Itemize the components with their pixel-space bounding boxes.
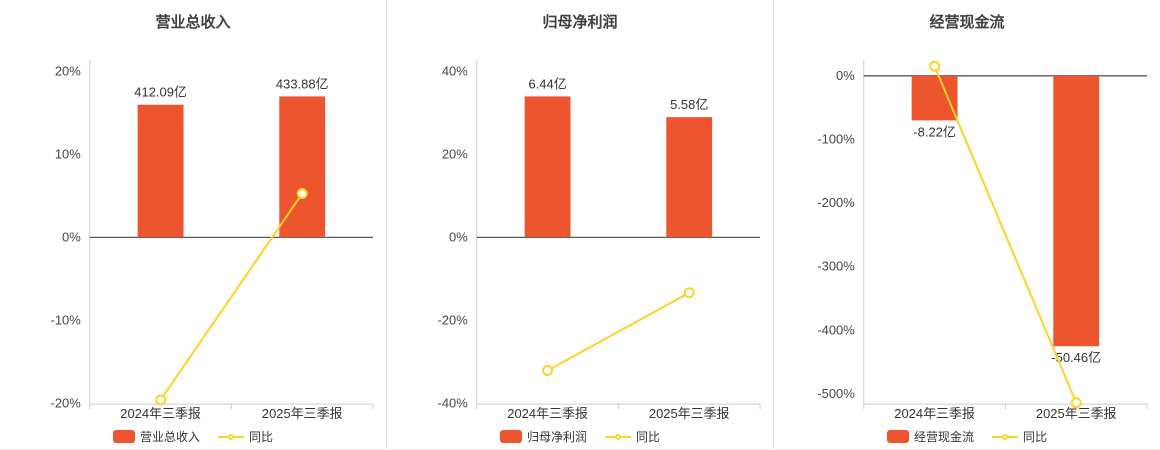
legend-label: 归母净利润 (526, 430, 587, 445)
bar-swatch-icon (886, 430, 909, 444)
revenue-chart-plot: 20% 10% 0% -10% -20% 412.09亿 433.88亿 2024年三季报 20… (51, 59, 374, 421)
y-tick-label: 0% (449, 229, 468, 244)
y-tick-label: 0% (836, 68, 855, 83)
cash-flow-chart-plot: 0% -100% -200% -300% -400% -500% -8.22亿 -50.46亿… (817, 59, 1148, 421)
bar-value-label: -50.46亿 (1051, 350, 1101, 365)
chart-title-cash-flow: 经营现金流 (929, 14, 1005, 31)
legend-label: 同比 (1023, 430, 1048, 445)
y-tick-label: 40% (442, 64, 468, 79)
yoy-line-marker[interactable] (683, 287, 695, 299)
yoy-line-marker[interactable] (542, 365, 554, 377)
category-label: 2025年三季报 (649, 406, 730, 421)
legend-label: 营业总收入 (139, 430, 200, 445)
legend-item-revenue-bar[interactable]: 营业总收入 (112, 428, 200, 445)
legend-label: 同比 (249, 430, 274, 445)
category-label: 2025年三季报 (1036, 406, 1117, 421)
y-tick-label: -300% (817, 259, 855, 274)
yoy-line-marker[interactable] (929, 60, 941, 72)
bar[interactable] (279, 96, 326, 238)
bar-value-label: 6.44亿 (529, 76, 567, 91)
legend-item-net-profit-bar[interactable]: 归母净利润 (499, 428, 587, 445)
y-tick-label: 0% (62, 229, 81, 244)
cash-flow-legend: 经营现金流 同比 (774, 424, 1160, 449)
y-tick-label: -10% (51, 312, 82, 327)
yoy-line-marker[interactable] (296, 188, 308, 200)
bar-swatch-icon (499, 430, 522, 444)
yoy-line (159, 192, 304, 401)
chart-panel-cash-flow: 经营现金流 0% -100% -200% -300% -400% -500% -8.22亿 -… (773, 0, 1160, 449)
yoy-line-marker[interactable] (155, 394, 167, 406)
y-tick-label: -200% (817, 195, 855, 210)
y-tick-label: -500% (817, 386, 855, 401)
y-tick-label: 20% (442, 146, 468, 161)
bar-value-label: 5.58亿 (670, 97, 708, 112)
net-profit-chart-plot: 40% 20% 0% -20% -40% 6.44亿 5.58亿 2024年三季报 2025年三… (438, 59, 761, 421)
legend-label: 同比 (636, 430, 661, 445)
revenue-legend: 营业总收入 同比 (0, 424, 386, 449)
bar[interactable] (1053, 75, 1100, 347)
y-tick-label: -400% (817, 322, 855, 337)
category-label: 2025年三季报 (262, 406, 343, 421)
bar[interactable] (524, 96, 571, 238)
legend-item-cash-flow-bar[interactable]: 经营现金流 (886, 428, 974, 445)
net-profit-legend: 归母净利润 同比 (387, 424, 773, 449)
legend-label: 经营现金流 (913, 430, 974, 445)
y-tick-label: 10% (55, 146, 81, 161)
legend-item-cash-flow-yoy[interactable]: 同比 (992, 428, 1047, 445)
y-tick-label: -100% (817, 131, 855, 146)
y-tick-label: -20% (438, 312, 469, 327)
legend-item-revenue-yoy[interactable]: 同比 (218, 428, 273, 445)
chart-title-net-profit: 归母净利润 (542, 14, 618, 31)
bar-value-label: -8.22亿 (913, 124, 956, 139)
bar-value-label: 412.09亿 (134, 85, 187, 100)
bar[interactable] (137, 104, 184, 238)
y-tick-label: 20% (55, 64, 81, 79)
bar[interactable] (911, 75, 958, 121)
bar-swatch-icon (112, 430, 135, 444)
y-tick-label: -20% (51, 395, 82, 410)
line-marker-icon (615, 433, 621, 440)
legend-item-net-profit-yoy[interactable]: 同比 (605, 428, 660, 445)
chart-title-revenue: 营业总收入 (155, 14, 231, 31)
category-label: 2024年三季报 (894, 406, 975, 421)
chart-panel-net-profit: 归母净利润 40% 20% 0% -20% -40% 6.44亿 5.58亿 2024年三季报… (386, 0, 773, 449)
bar[interactable] (666, 117, 713, 238)
line-swatch-icon (218, 433, 244, 440)
category-label: 2024年三季报 (120, 406, 201, 421)
line-marker-icon (228, 433, 234, 440)
y-tick-label: -40% (438, 395, 469, 410)
chart-panel-revenue: 营业总收入 20% 10% 0% -10% -20% 412.09亿 433.88亿 2024… (0, 0, 386, 449)
yoy-line (547, 291, 690, 372)
line-marker-icon (1002, 433, 1008, 440)
yoy-line-marker[interactable] (1070, 397, 1082, 409)
yoy-line (933, 65, 1078, 404)
line-swatch-icon (605, 433, 631, 440)
category-label: 2024年三季报 (507, 406, 588, 421)
line-swatch-icon (992, 433, 1018, 440)
bar-value-label: 433.88亿 (276, 76, 329, 91)
